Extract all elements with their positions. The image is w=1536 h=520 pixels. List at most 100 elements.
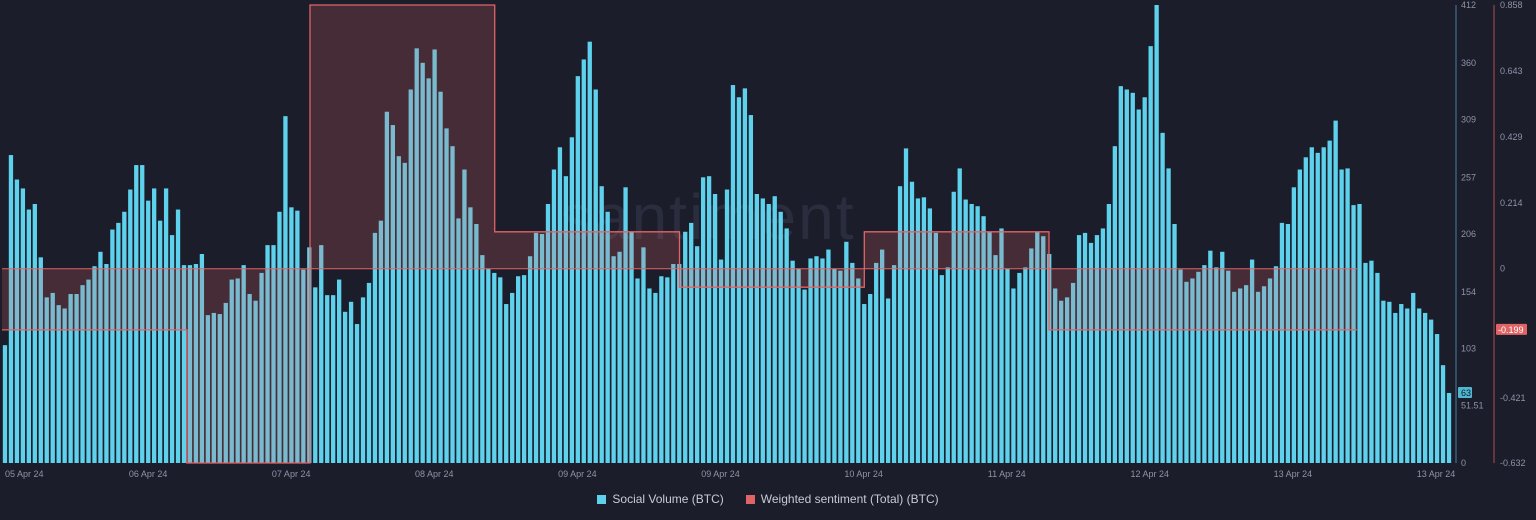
volume-bar: [1363, 262, 1368, 463]
sentiment-axis-tick: 0.214: [1500, 198, 1523, 208]
volume-bar: [205, 315, 211, 463]
volume-bar: [1029, 248, 1034, 463]
volume-bar: [605, 211, 610, 463]
volume-bar: [563, 176, 569, 463]
volume-bar: [86, 279, 91, 463]
volume-bar: [1440, 365, 1446, 463]
volume-bar: [1047, 254, 1052, 463]
volume-bar: [521, 275, 527, 463]
volume-bar: [277, 211, 282, 463]
volume-bar: [641, 247, 646, 463]
volume-bar: [885, 298, 891, 463]
volume-bar: [850, 262, 855, 463]
volume-bar: [134, 165, 139, 463]
volume-bar: [623, 187, 628, 463]
x-axis-tick: 13 Apr 24: [1417, 469, 1456, 479]
volume-bar: [283, 116, 288, 464]
volume-bar: [1214, 267, 1219, 463]
legend: Social Volume (BTC) Weighted sentiment (…: [0, 492, 1536, 506]
x-axis-tick: 11 Apr 24: [988, 469, 1026, 479]
volume-bar: [462, 169, 467, 463]
volume-bar: [1387, 301, 1392, 463]
volume-bar: [1172, 224, 1177, 463]
volume-bar: [999, 228, 1004, 463]
volume-bar: [1417, 308, 1422, 463]
volume-bar: [468, 207, 473, 463]
sentiment-axis-tick: 0.858: [1500, 0, 1523, 10]
volume-bar: [1184, 281, 1189, 463]
volume-bar: [104, 264, 109, 463]
volume-bar: [319, 245, 324, 463]
volume-bar: [8, 155, 14, 463]
volume-bar: [856, 278, 861, 463]
volume-bar: [1136, 109, 1141, 463]
volume-bar: [390, 125, 395, 463]
volume-bar: [38, 257, 43, 463]
volume-axis-tick: 206: [1461, 229, 1476, 239]
volume-bar: [1005, 268, 1010, 463]
volume-axis-tick: 309: [1461, 115, 1476, 125]
volume-bar: [492, 272, 497, 463]
volume-bar: [450, 146, 455, 463]
volume-bar: [229, 279, 234, 463]
volume-bar: [897, 186, 903, 463]
volume-bar: [50, 292, 55, 463]
volume-bar: [414, 48, 419, 463]
volume-bar: [545, 203, 551, 464]
volume-bar: [1411, 292, 1416, 463]
volume-bar: [802, 289, 807, 463]
volume-bar: [372, 232, 378, 463]
volume-bar: [1333, 120, 1338, 464]
x-axis-tick: 13 Apr 24: [1274, 469, 1313, 479]
volume-bar: [784, 228, 789, 463]
volume-bar: [1423, 312, 1428, 463]
volume-bar: [223, 302, 228, 463]
legend-item-social-volume[interactable]: Social Volume (BTC): [597, 492, 724, 506]
volume-bar: [20, 188, 26, 464]
volume-bar: [432, 49, 437, 463]
volume-bar: [569, 137, 575, 464]
volume-bar: [516, 276, 521, 463]
volume-bar: [74, 294, 79, 463]
volume-bar: [957, 168, 962, 463]
volume-bar: [80, 285, 85, 463]
volume-bar: [820, 258, 825, 463]
sentiment-axis-tick: 0.643: [1500, 66, 1523, 76]
volume-bar: [1130, 92, 1135, 463]
volume-bar: [874, 262, 879, 463]
volume-bar: [1064, 297, 1070, 463]
volume-bar: [1166, 168, 1171, 463]
volume-bar: [593, 89, 598, 464]
volume-bar: [187, 265, 193, 463]
volume-bar: [683, 231, 688, 463]
x-axis-tick: 10 Apr 24: [844, 469, 883, 479]
volume-bar: [313, 287, 318, 463]
volume-bar: [504, 304, 509, 463]
volume-bar: [1375, 272, 1380, 463]
volume-bar: [611, 256, 616, 463]
sentiment-axis-tick: -0.632: [1500, 458, 1526, 468]
legend-label-social-volume: Social Volume (BTC): [612, 492, 724, 506]
volume-bar: [587, 41, 592, 464]
volume-bar: [927, 208, 933, 463]
volume-bar: [551, 169, 557, 463]
volume-axis-tick: 412: [1461, 0, 1476, 10]
volume-bar: [68, 294, 73, 463]
volume-bar: [963, 199, 968, 464]
volume-bar: [1053, 288, 1058, 463]
volume-bar: [1035, 231, 1040, 463]
volume-bar: [1160, 132, 1165, 463]
volume-bar: [128, 189, 133, 463]
volume-bar: [175, 209, 181, 463]
legend-item-sentiment[interactable]: Weighted sentiment (Total) (BTC): [745, 492, 939, 506]
volume-bar: [253, 300, 258, 463]
volume-axis-tick: 360: [1461, 58, 1476, 68]
volume-bar: [1142, 97, 1147, 464]
volume-bar: [169, 235, 175, 463]
x-axis-tick: 06 Apr 24: [129, 469, 168, 479]
volume-bar: [348, 301, 354, 463]
volume-bar: [975, 206, 980, 463]
volume-bar: [838, 270, 843, 463]
volume-axis-tick: 51.51: [1461, 401, 1484, 411]
